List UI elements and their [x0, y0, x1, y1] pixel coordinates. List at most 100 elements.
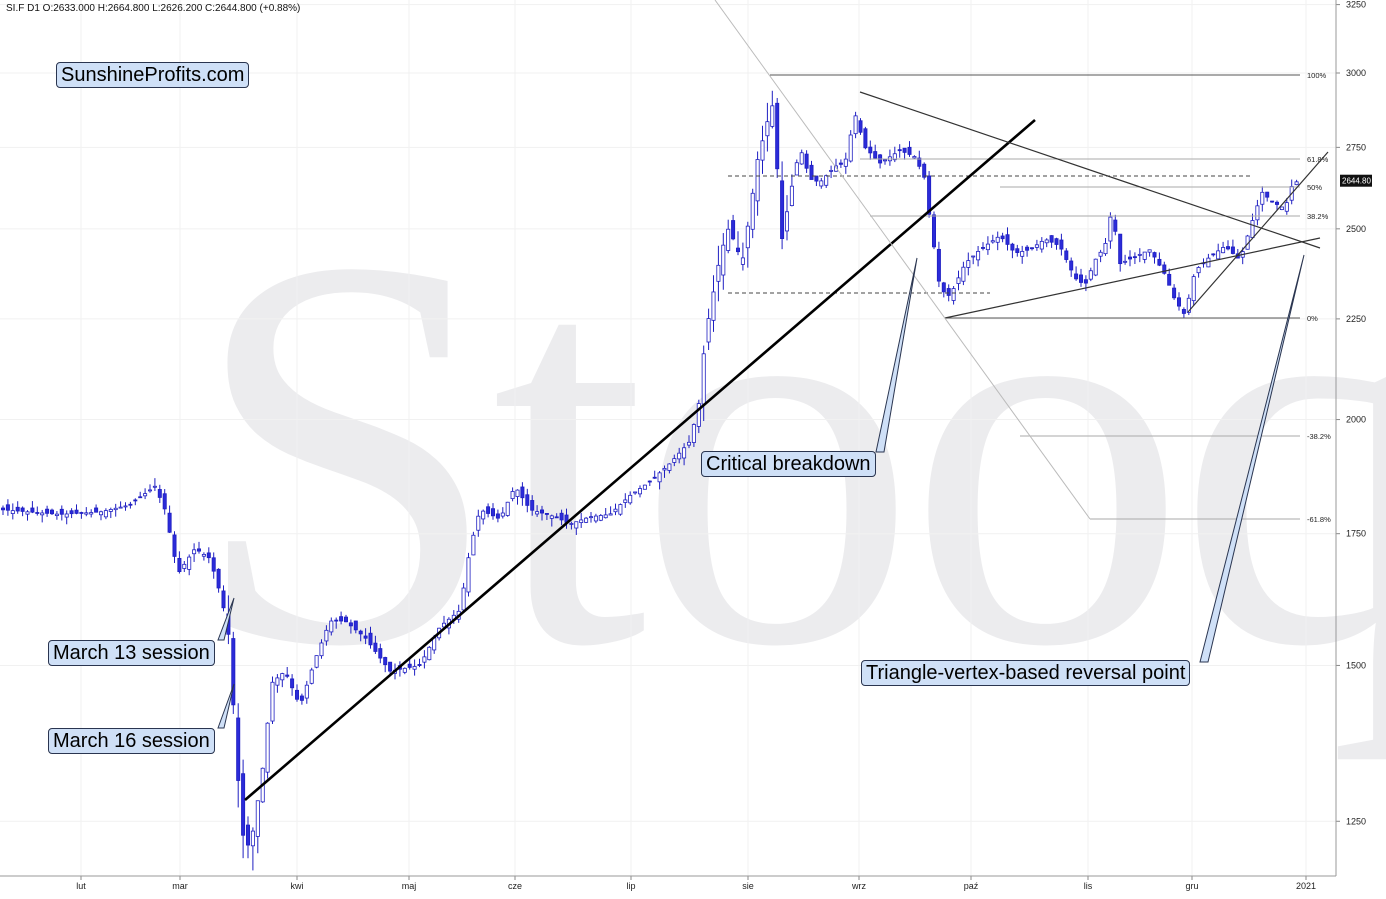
y-tick-label: 3000: [1346, 68, 1366, 78]
candle-body: [245, 824, 250, 846]
fib-label: 100%: [1307, 71, 1327, 80]
candle-body: [147, 489, 152, 492]
candle-body: [780, 180, 785, 240]
candle-body: [50, 509, 55, 515]
candle-body: [593, 515, 598, 522]
candle-body: [113, 507, 118, 511]
x-tick-label: mar: [172, 881, 188, 891]
candle-body: [696, 403, 701, 427]
candle-body: [250, 830, 255, 847]
candle-body: [1260, 191, 1265, 205]
candle-body: [716, 264, 721, 282]
candle-body: [1103, 243, 1108, 255]
fib-label: 0%: [1307, 314, 1318, 323]
candle-body: [270, 681, 275, 722]
candle-body: [829, 169, 834, 172]
candle-body: [981, 247, 986, 249]
candle-body: [373, 642, 378, 652]
last-price-box: [1340, 174, 1372, 187]
x-tick-label: cze: [508, 881, 522, 891]
candle-body: [809, 164, 814, 180]
candle-body: [687, 441, 692, 446]
fib-label: 50%: [1307, 183, 1322, 192]
candle-body: [1083, 279, 1088, 284]
candle-body: [1064, 250, 1069, 260]
candle-body: [143, 493, 148, 497]
candle-body: [1088, 270, 1093, 280]
candle-body: [1294, 181, 1299, 186]
candle-body: [177, 557, 182, 573]
candle-body: [69, 510, 74, 515]
candle-body: [476, 515, 481, 531]
candle-body: [579, 519, 584, 523]
candle-body: [30, 507, 35, 513]
candle-body: [422, 656, 427, 663]
candle-body: [608, 513, 613, 516]
candle-body: [589, 516, 594, 519]
candle-body: [941, 282, 946, 293]
candle-body: [652, 476, 657, 479]
candle-body: [897, 149, 902, 152]
ohlc-info-line: SI.F D1 O:2633.000 H:2664.800 L:2626.200…: [6, 3, 301, 14]
candle-body: [1147, 249, 1152, 253]
candle-body: [412, 666, 417, 670]
candle-body: [0, 507, 6, 511]
candle-body: [927, 175, 932, 215]
x-tick-label: lis: [1084, 881, 1093, 891]
candle-body: [167, 512, 172, 533]
candle-body: [633, 491, 638, 494]
fib-label: 61.8%: [1307, 155, 1329, 164]
reversal-pointer: [1199, 254, 1305, 663]
candle-body: [255, 800, 260, 837]
candle-body: [1005, 234, 1010, 245]
candle-body: [647, 480, 652, 483]
candle-body: [883, 159, 888, 162]
candle-body: [339, 616, 344, 622]
candle-body: [275, 677, 280, 686]
candle-body: [1118, 233, 1123, 265]
march16-callout: March 16 session: [48, 728, 215, 754]
fib-label: -38.2%: [1307, 432, 1331, 441]
candle-body: [1186, 297, 1191, 313]
candle-body: [505, 501, 510, 516]
candle-body: [1093, 258, 1098, 276]
candle-body: [736, 247, 741, 253]
candle-body: [662, 467, 667, 471]
candle-body: [1177, 297, 1182, 307]
x-tick-label: gru: [1185, 881, 1198, 891]
candle-body: [94, 507, 99, 513]
march13-callout: March 13 session: [48, 640, 215, 666]
march13-pointer: [217, 597, 235, 641]
candle-body: [1279, 206, 1284, 211]
y-tick-label: 1750: [1346, 529, 1366, 539]
candle-body: [971, 255, 976, 258]
y-tick-label: 2000: [1346, 415, 1366, 425]
candle-body: [182, 563, 187, 569]
y-tick-label: 1250: [1346, 816, 1366, 826]
candle-body: [873, 151, 878, 159]
candle-body: [976, 250, 981, 261]
candle-body: [863, 128, 868, 149]
candle-body: [1079, 274, 1084, 283]
candle-body: [638, 488, 643, 495]
candle-body: [236, 717, 241, 781]
candle-body: [985, 243, 990, 251]
candle-body: [1113, 219, 1118, 232]
candle-body: [544, 513, 549, 515]
candle-body: [922, 163, 927, 178]
candle-body: [290, 678, 295, 689]
candle-body: [559, 512, 564, 521]
candle-body: [461, 587, 466, 611]
candle-body: [358, 630, 363, 635]
candle-body: [907, 146, 912, 155]
candle-body: [206, 552, 211, 559]
candle-body: [490, 508, 495, 517]
candle-body: [858, 120, 863, 133]
fib-label: -61.8%: [1307, 515, 1331, 524]
candle-body: [20, 507, 25, 512]
candle-body: [1059, 239, 1064, 250]
candle-body: [466, 557, 471, 593]
candle-body: [1275, 201, 1280, 205]
